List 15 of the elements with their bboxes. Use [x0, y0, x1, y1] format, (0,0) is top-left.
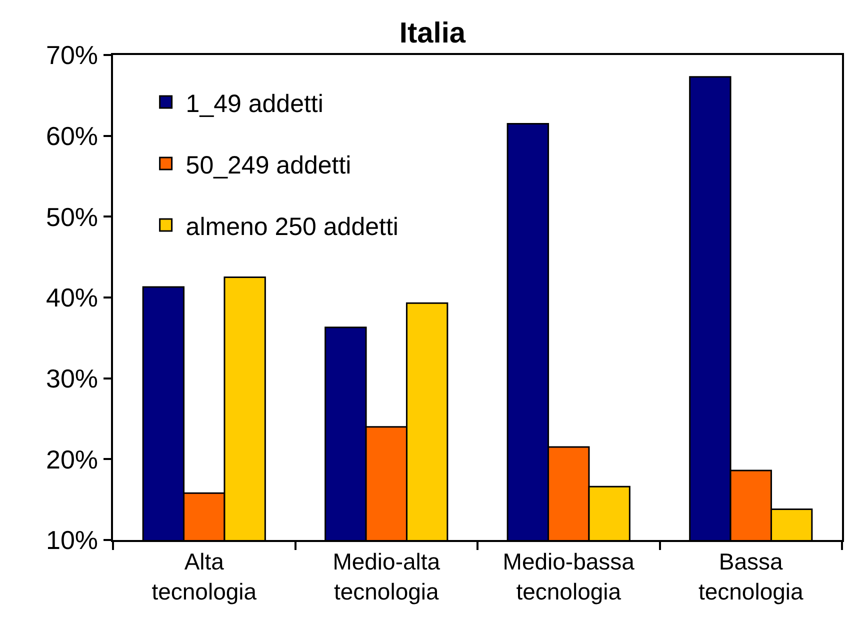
y-tick-label: 40%	[46, 282, 98, 313]
legend-label: almeno 250 addetti	[186, 212, 398, 241]
y-tick-label: 60%	[46, 120, 98, 151]
y-tick-label: 70%	[46, 40, 98, 70]
y-tick-label: 30%	[46, 363, 98, 394]
x-tick-label: Medio-bassa tecnologia	[502, 548, 635, 604]
y-tick-label: 10%	[46, 525, 98, 556]
x-tick-label: Medio-alta tecnologia	[332, 548, 440, 604]
legend-label: 1_49 addetti	[186, 90, 324, 118]
chart-title: Italia	[399, 17, 466, 50]
legend-label: 50_249 addetti	[186, 151, 352, 180]
y-tick-label: 20%	[46, 444, 98, 474]
x-tick-label: Alta tecnologia	[152, 548, 257, 604]
x-tick-label: Bassa tecnologia	[698, 548, 804, 604]
y-tick-label: 50%	[46, 202, 98, 232]
